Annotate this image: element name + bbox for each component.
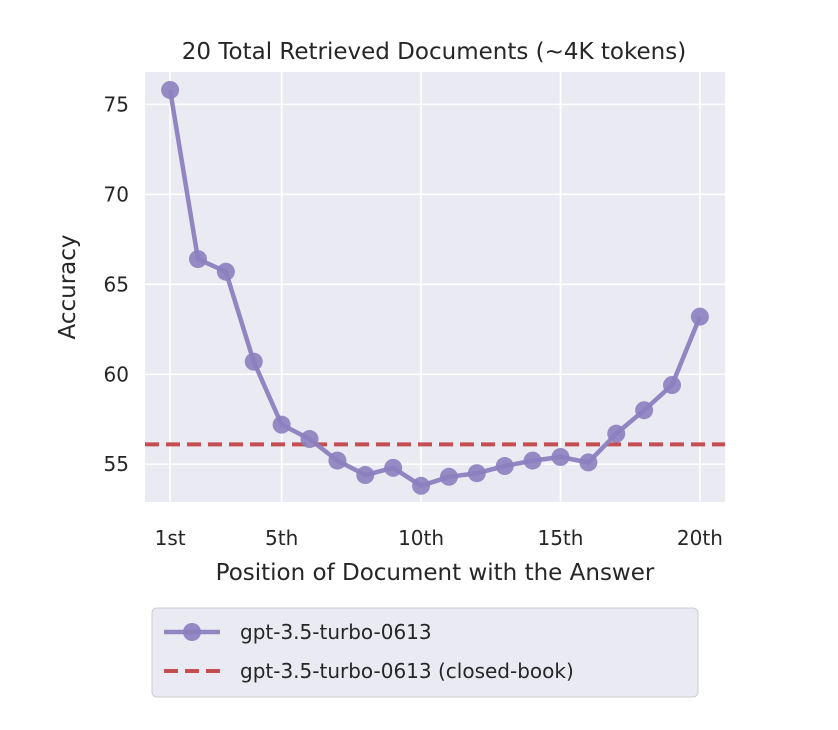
x-tick-label: 1st — [155, 526, 186, 550]
data-point — [216, 262, 235, 281]
y-tick-label: 75 — [104, 92, 129, 116]
y-tick-label: 65 — [104, 272, 129, 296]
x-tick-label: 5th — [265, 526, 298, 550]
data-point — [579, 453, 598, 472]
x-gridlines — [169, 72, 701, 502]
y-tick-labels: 55 60 65 70 75 — [104, 92, 129, 476]
data-point — [495, 457, 514, 476]
x-tick-labels: 1st 5th 10th 15th 20th — [155, 526, 723, 550]
x-tick-label: 10th — [398, 526, 444, 550]
data-point — [439, 467, 458, 486]
y-gridlines — [145, 103, 725, 466]
data-point — [244, 352, 263, 371]
plot-area — [145, 72, 725, 502]
y-axis-label: Accuracy — [55, 234, 81, 339]
y-tick-label: 55 — [104, 452, 129, 476]
x-axis-label: Position of Document with the Answer — [216, 560, 655, 586]
data-point — [690, 307, 709, 326]
x-tick-label: 20th — [677, 526, 723, 550]
data-point — [635, 401, 654, 420]
data-point — [467, 464, 486, 483]
legend-box — [151, 607, 699, 698]
data-point — [161, 80, 180, 99]
data-point — [551, 448, 570, 467]
y-tick-label: 60 — [104, 362, 129, 386]
legend-series-marker — [183, 623, 201, 641]
data-point — [663, 376, 682, 395]
series-points — [161, 80, 709, 495]
data-point — [412, 476, 431, 495]
data-point — [384, 458, 403, 477]
data-point — [523, 451, 542, 470]
legend-reference-label: gpt-3.5-turbo-0613 (closed-book) — [240, 659, 574, 683]
data-point — [188, 250, 207, 269]
data-point — [607, 424, 626, 443]
data-point — [300, 430, 319, 449]
x-tick-label: 15th — [537, 526, 583, 550]
chart-title: 20 Total Retrieved Documents (~4K tokens… — [182, 39, 686, 65]
y-tick-label: 70 — [104, 182, 129, 206]
data-point — [272, 415, 291, 434]
legend-series-label: gpt-3.5-turbo-0613 — [240, 620, 432, 644]
data-point — [328, 451, 347, 470]
data-point — [356, 466, 375, 485]
legend: gpt-3.5-turbo-0613 gpt-3.5-turbo-0613 (c… — [151, 607, 699, 698]
